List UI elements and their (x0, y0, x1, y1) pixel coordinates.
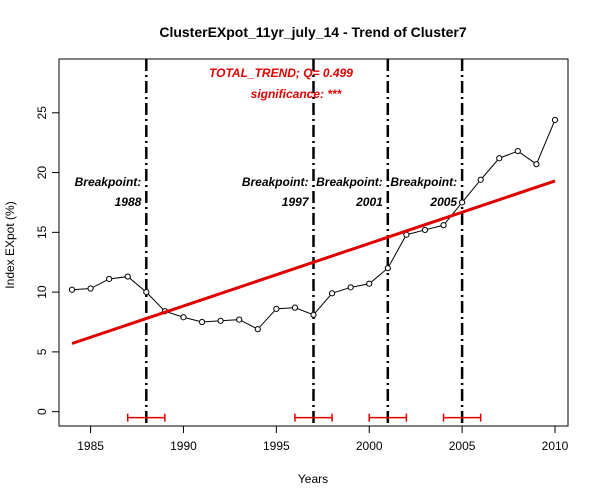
annotation-layer: Breakpoint: 1988 Breakpoint: 1997 Breakpoint… (75, 66, 458, 209)
y-tick-label: 15 (35, 225, 49, 239)
trend-line (71, 179, 556, 345)
x-tick-label: 1990 (170, 439, 197, 453)
data-point (347, 284, 354, 291)
breakpoint-label: Breakpoint: (242, 175, 309, 189)
axes-layer: 1985 1990 1995 2000 2005 2010 0 5 10 15 20 25 (35, 106, 569, 453)
data-point (366, 280, 373, 287)
data-point (291, 304, 299, 311)
trend-layer (71, 179, 556, 345)
data-point (87, 285, 94, 292)
breakpoint-label: Breakpoint: (75, 175, 142, 189)
y-tick-label: 25 (35, 106, 49, 120)
data-point (217, 317, 224, 324)
y-tick-label: 5 (35, 348, 49, 355)
data-point (124, 273, 131, 280)
breakpoint-label: Breakpoint: (390, 175, 457, 189)
y-tick-label: 10 (35, 285, 49, 299)
data-point (384, 265, 391, 272)
confidence-interval-layer (126, 413, 482, 422)
y-tick-label: 20 (35, 166, 49, 180)
data-point (328, 290, 336, 297)
data-point (254, 326, 261, 333)
y-axis-label: Index EXpot (%) (3, 201, 17, 288)
data-point (496, 155, 503, 162)
data-point (551, 116, 559, 124)
trend-annotation: TOTAL_TREND; Q= 0.499 (209, 66, 353, 80)
x-axis-label: Years (298, 472, 328, 486)
x-tick-label: 2005 (449, 439, 476, 453)
data-point (310, 311, 317, 318)
data-point (421, 226, 429, 234)
data-point (533, 161, 540, 168)
data-point (273, 305, 280, 312)
x-tick-label: 1985 (77, 439, 104, 453)
data-point (514, 147, 521, 155)
y-tick-label: 0 (35, 408, 49, 415)
data-point (68, 286, 76, 293)
data-point (236, 316, 243, 323)
breakpoint-year-label: 1988 (115, 195, 142, 209)
x-tick-label: 2000 (356, 439, 383, 453)
series-layer (68, 116, 559, 333)
data-point (477, 176, 484, 183)
data-point (198, 318, 206, 326)
data-point (459, 199, 466, 206)
data-point (180, 314, 187, 321)
data-point (106, 275, 113, 283)
breakpoint-year-label: 2005 (429, 195, 457, 209)
data-point (143, 289, 150, 296)
data-point (440, 222, 447, 229)
breakpoints-layer (145, 59, 464, 426)
significance-annotation: significance: *** (251, 87, 343, 101)
x-tick-label: 1995 (263, 439, 290, 453)
breakpoint-year-label: 1997 (282, 195, 310, 209)
x-tick-label: 2010 (542, 439, 569, 453)
chart-title: ClusterEXpot_11yr_july_14 - Trend of Clu… (159, 24, 467, 40)
breakpoint-year-label: 2001 (355, 195, 383, 209)
breakpoint-label: Breakpoint: (316, 175, 383, 189)
